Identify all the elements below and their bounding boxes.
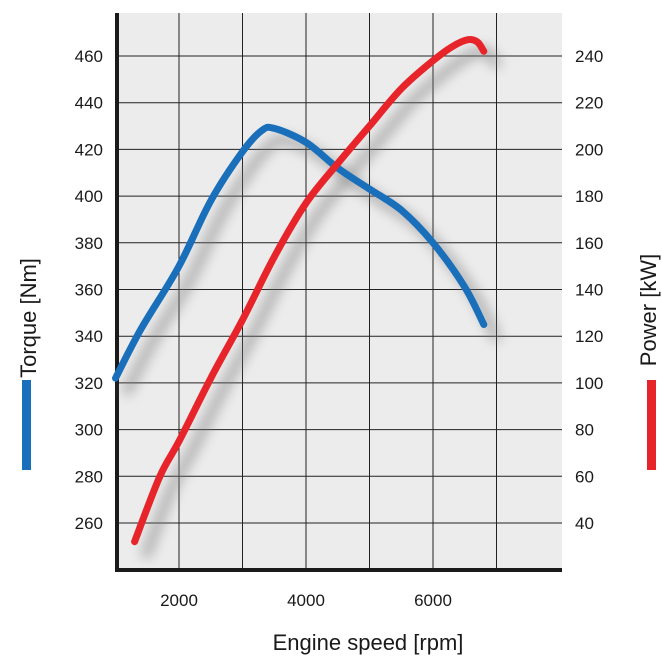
plot-area bbox=[117, 13, 562, 570]
power-curve bbox=[131, 35, 488, 546]
right-tick-label: 140 bbox=[575, 281, 603, 300]
left-tick-label: 340 bbox=[75, 327, 103, 346]
left-tick-label: 320 bbox=[75, 374, 103, 393]
torque-legend-swatch bbox=[22, 380, 31, 470]
left-tick-label: 260 bbox=[75, 514, 103, 533]
left-tick-label: 380 bbox=[75, 234, 103, 253]
axes bbox=[115, 13, 562, 572]
left-axis-title: Torque [Nm] bbox=[16, 258, 41, 378]
right-tick-label: 120 bbox=[575, 327, 603, 346]
x-tick-label: 2000 bbox=[160, 591, 198, 610]
left-tick-label: 300 bbox=[75, 421, 103, 440]
torque-curve bbox=[112, 123, 488, 382]
left-tick-label: 400 bbox=[75, 187, 103, 206]
tick-labels: 260 280 300 320 340 360 380 400 420 440 460 40 60 80 1… bbox=[75, 47, 604, 610]
x-tick-label: 4000 bbox=[287, 591, 325, 610]
right-tick-label: 200 bbox=[575, 140, 603, 159]
left-tick-label: 420 bbox=[75, 140, 103, 159]
right-axis-title: Power [kW] bbox=[636, 254, 661, 366]
left-tick-label: 360 bbox=[75, 281, 103, 300]
right-tick-label: 220 bbox=[575, 94, 603, 113]
series bbox=[112, 35, 488, 546]
x-axis-title: Engine speed [rpm] bbox=[273, 630, 464, 655]
grid bbox=[117, 13, 562, 570]
right-tick-label: 40 bbox=[575, 514, 594, 533]
right-tick-label: 80 bbox=[575, 421, 594, 440]
right-tick-label: 180 bbox=[575, 187, 603, 206]
right-tick-label: 60 bbox=[575, 467, 594, 486]
right-tick-label: 160 bbox=[575, 234, 603, 253]
right-tick-label: 240 bbox=[575, 47, 603, 66]
x-tick-label: 6000 bbox=[414, 591, 452, 610]
left-tick-label: 460 bbox=[75, 47, 103, 66]
curve-shadow bbox=[141, 46, 501, 559]
power-legend-swatch bbox=[647, 380, 656, 470]
right-tick-label: 100 bbox=[575, 374, 603, 393]
left-tick-label: 440 bbox=[75, 94, 103, 113]
left-tick-label: 280 bbox=[75, 467, 103, 486]
